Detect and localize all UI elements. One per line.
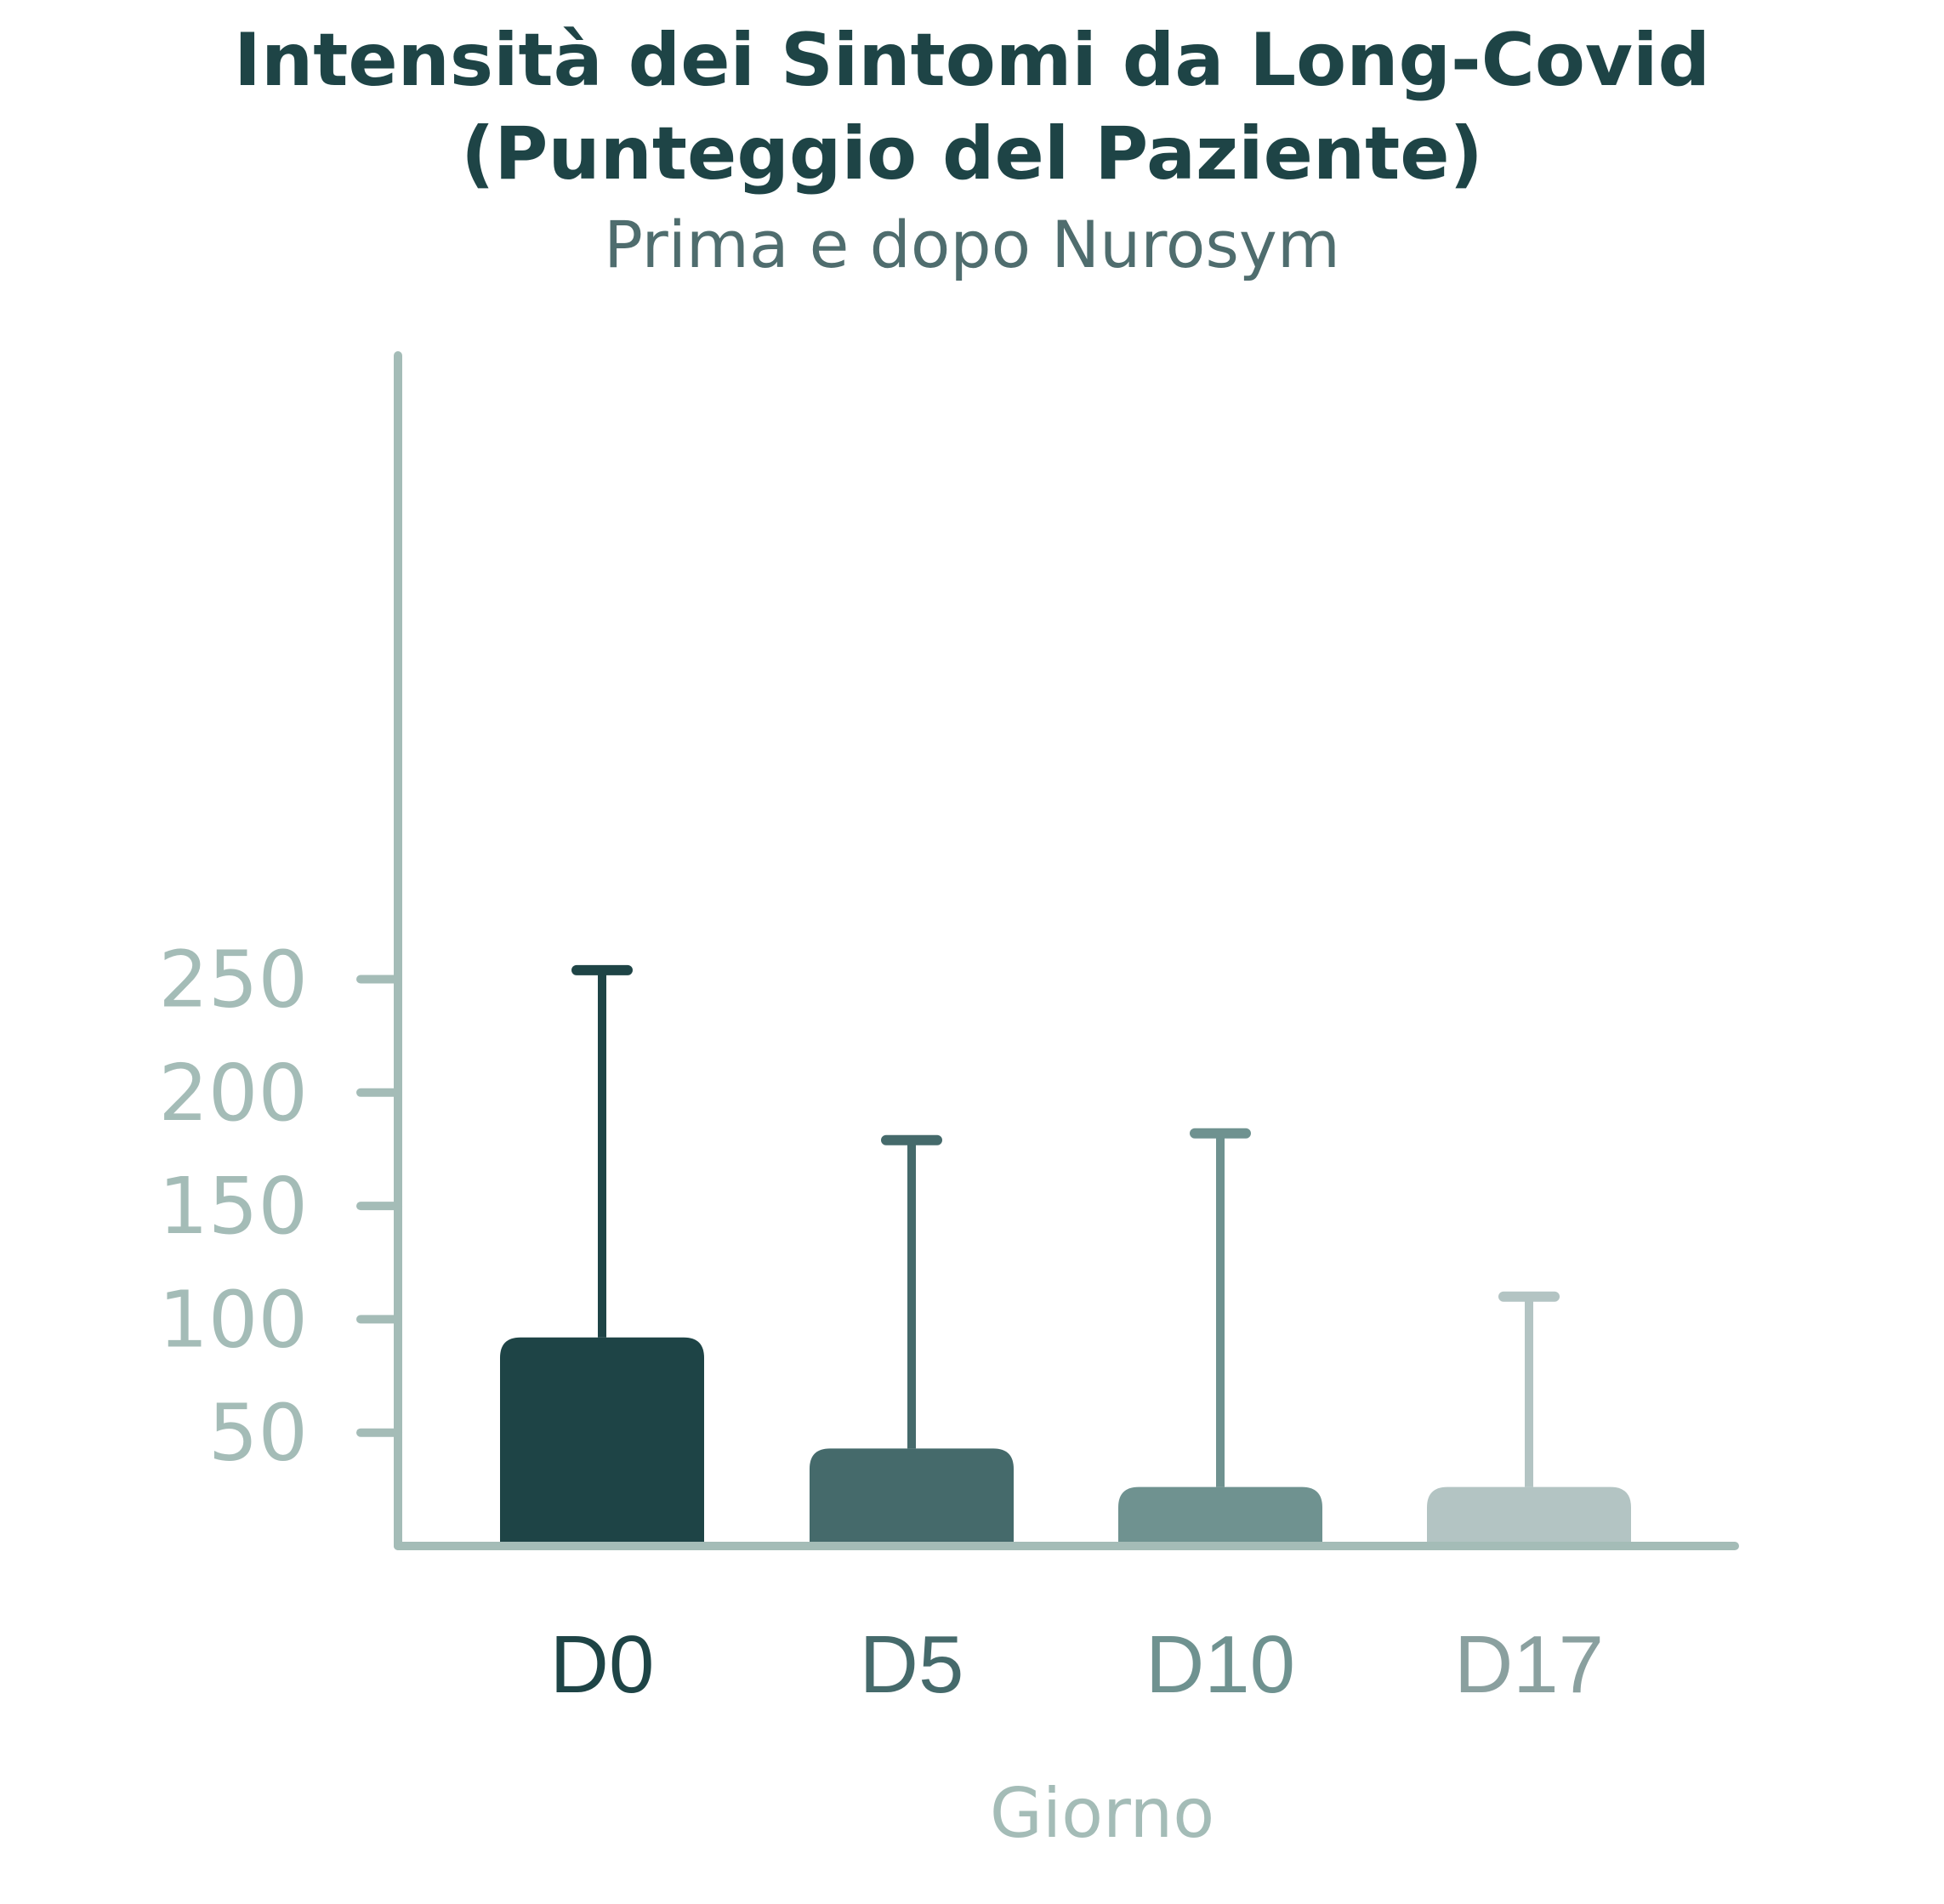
y-tick-label: 150 xyxy=(158,1161,308,1252)
y-tick-label: 50 xyxy=(208,1388,308,1479)
chart-title-line2: (Punteggio del Paziente) xyxy=(461,111,1483,196)
x-tick-label: D17 xyxy=(1454,1619,1604,1710)
y-tick-label: 250 xyxy=(158,935,308,1026)
x-tick-label: D5 xyxy=(860,1619,964,1710)
y-tick-label: 200 xyxy=(158,1048,308,1139)
x-tick-label: D10 xyxy=(1145,1619,1295,1710)
y-tick-label: 100 xyxy=(158,1274,308,1365)
bar xyxy=(500,1337,704,1542)
bar xyxy=(810,1448,1014,1542)
bar xyxy=(1118,1486,1322,1542)
chart-title: Intensità dei Sintomi da Long-Covid xyxy=(234,18,1710,103)
bar xyxy=(1427,1486,1631,1542)
chart-subtitle: Prima e dopo Nurosym xyxy=(604,207,1340,282)
x-tick-label: D0 xyxy=(550,1619,655,1710)
x-axis-label: Giorno xyxy=(990,1774,1214,1853)
